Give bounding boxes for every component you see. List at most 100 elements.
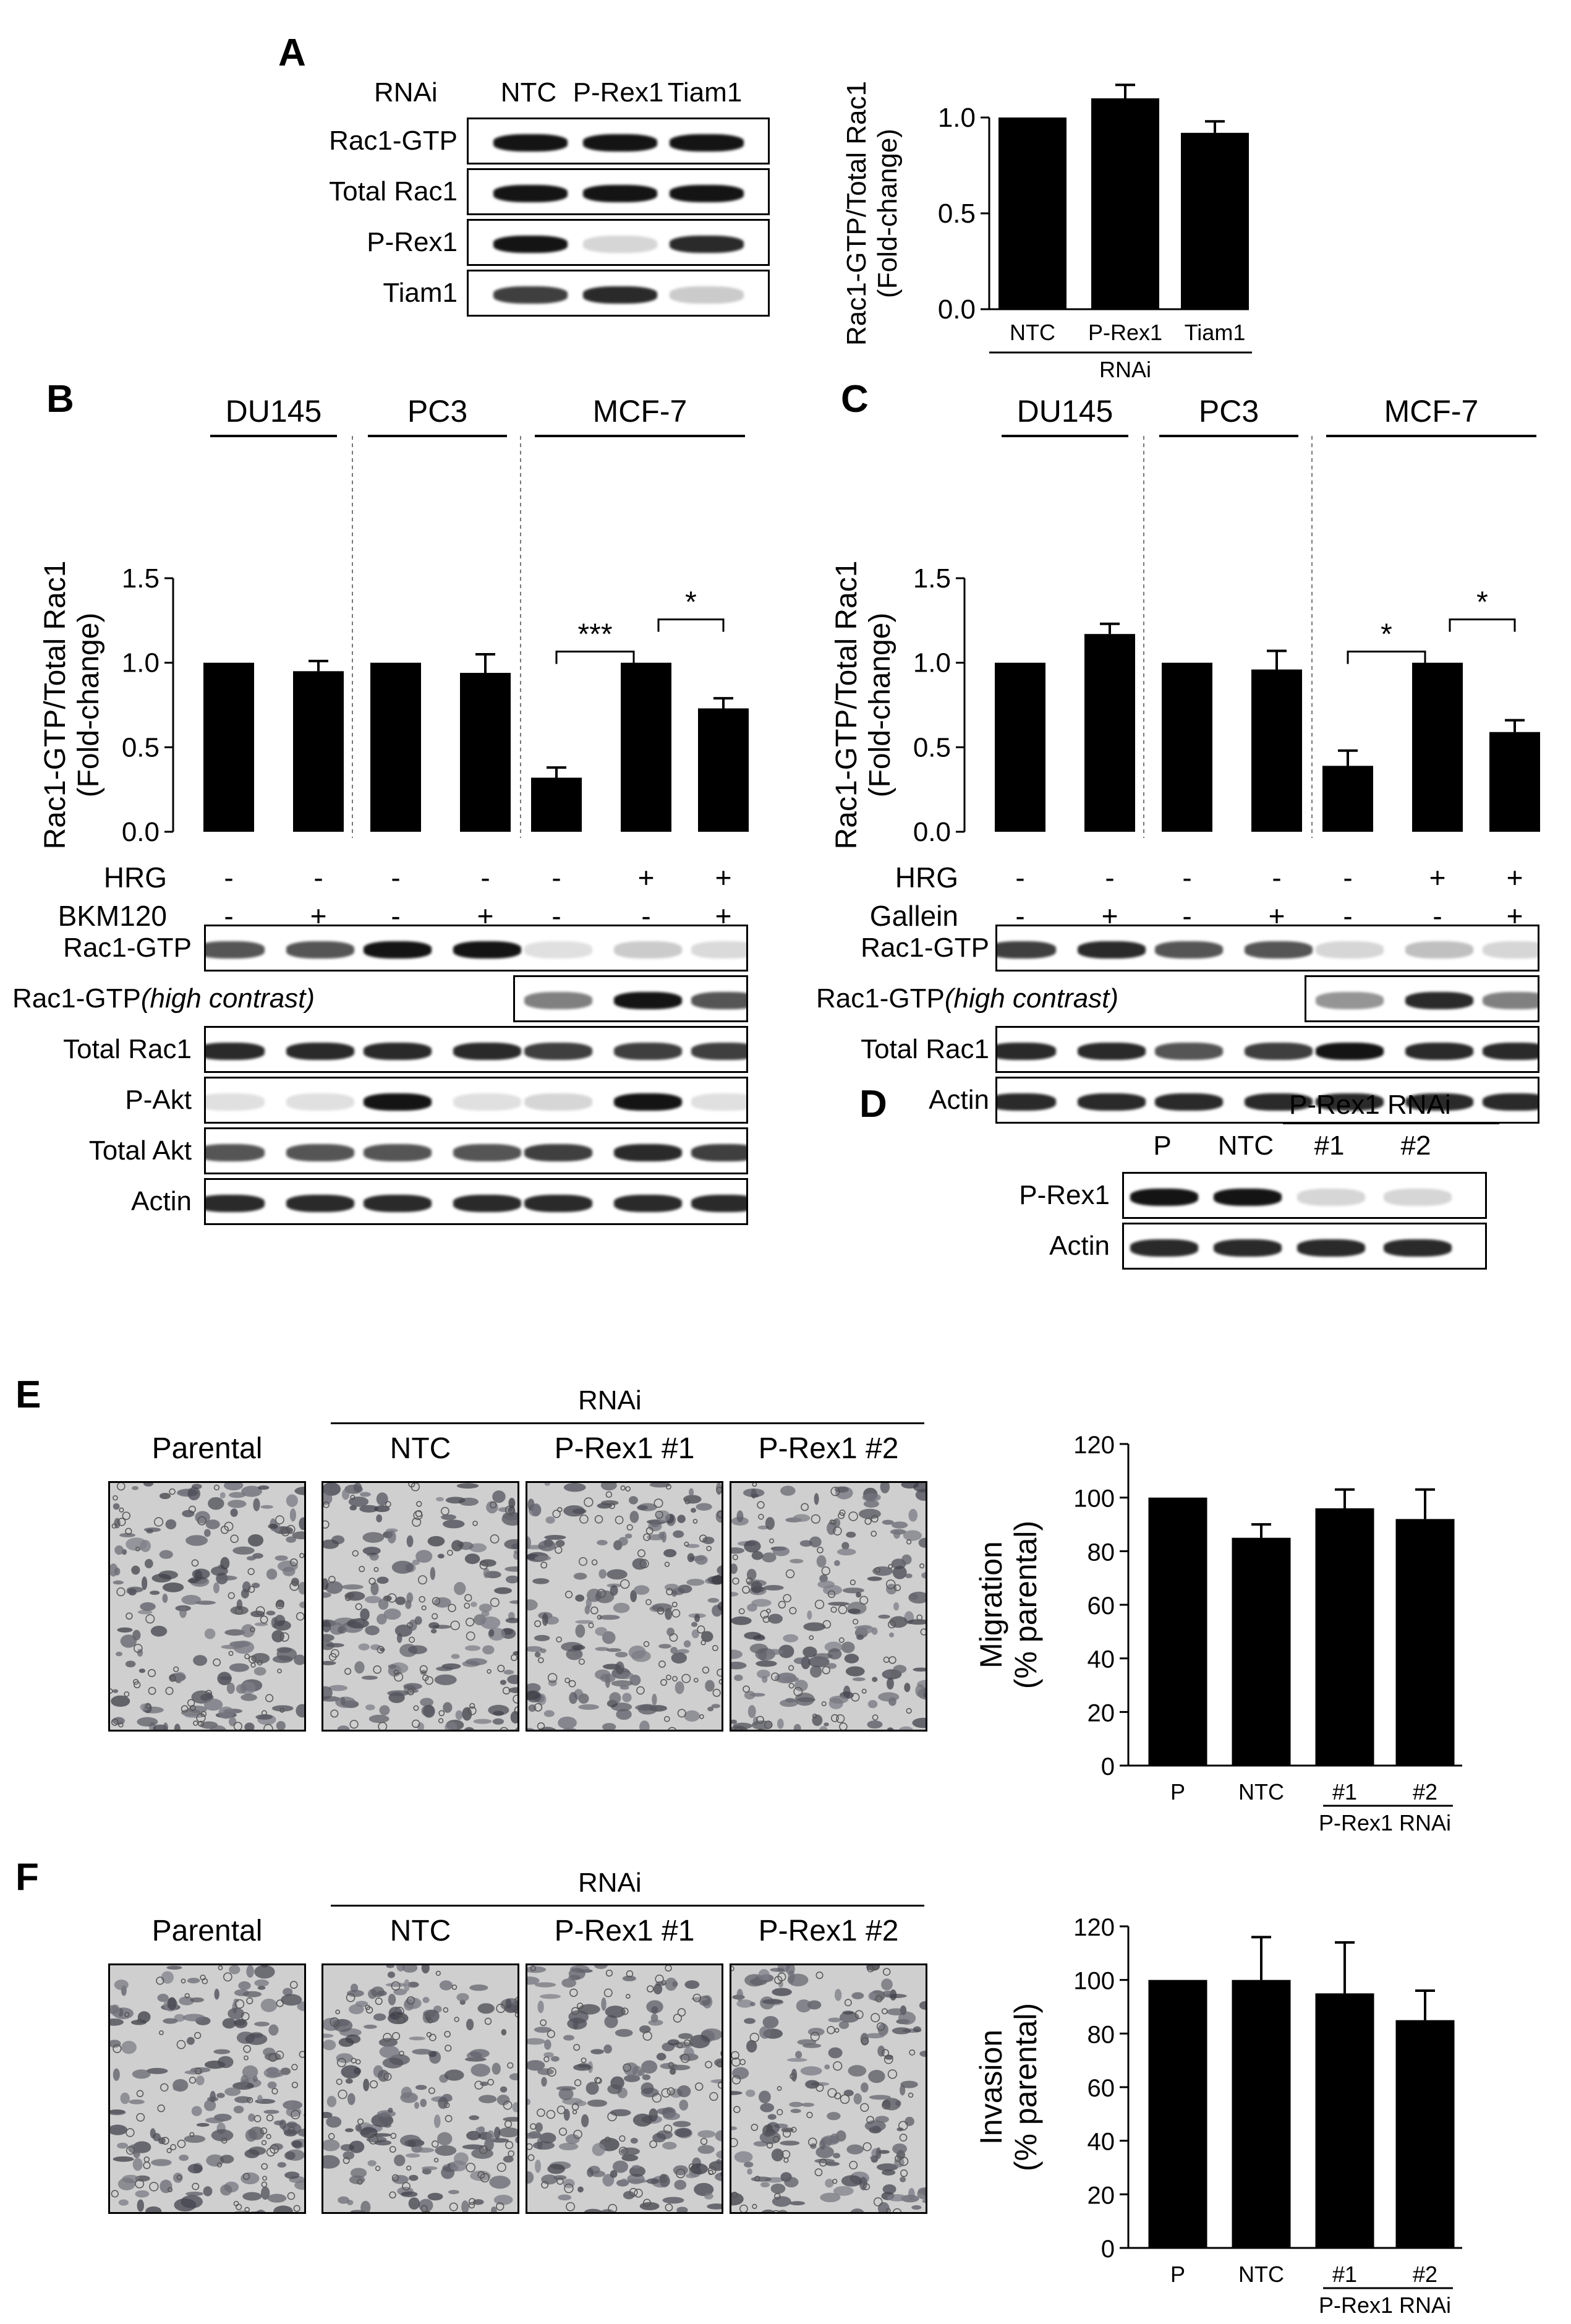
cell-blob: [160, 2179, 172, 2194]
pore: [454, 2017, 459, 2022]
cell-blob: [241, 1624, 255, 1638]
cell-blob: [627, 2179, 647, 2184]
pore: [731, 2057, 741, 2067]
cell-blob: [503, 2117, 517, 2122]
cell-blob: [470, 2064, 491, 2077]
pore: [618, 2147, 628, 2156]
cell-blob: [345, 2078, 353, 2084]
blot-band: [691, 1093, 746, 1111]
cell-blob: [612, 2160, 629, 2173]
cell-blob: [159, 1550, 173, 1559]
pore: [289, 1581, 299, 1591]
blot-band: [364, 1144, 432, 1161]
micrograph-texture: [323, 1965, 517, 2212]
pore: [189, 2077, 197, 2084]
micro-f-group-line: [331, 1905, 924, 1907]
cell-blob: [751, 1581, 762, 1594]
cell-blob: [289, 1508, 296, 1522]
pore: [357, 2179, 363, 2185]
cell-blob: [534, 1651, 541, 1658]
pore: [345, 1595, 351, 1601]
cell-blob: [217, 2056, 234, 2069]
pore: [377, 1646, 385, 1654]
cell-blob: [747, 2168, 752, 2175]
cell-blob: [765, 1649, 784, 1655]
cell-blob: [744, 2018, 756, 2024]
cell-blob: [563, 1483, 586, 1492]
cell-blob: [887, 1677, 894, 1690]
pore: [328, 1576, 336, 1583]
cell-blob: [179, 1606, 187, 1618]
cell-blob: [856, 2212, 866, 2214]
pore: [126, 1612, 133, 1620]
pore: [445, 2044, 452, 2052]
pore: [113, 2044, 122, 2053]
cell-blob: [915, 1684, 926, 1698]
cell-blob: [807, 1656, 830, 1668]
cell-blob: [182, 1510, 195, 1518]
cell-blob: [819, 1725, 828, 1730]
pore: [564, 2183, 574, 2194]
cell-blob: [383, 1608, 401, 1620]
cell-blob: [592, 2143, 605, 2156]
y-tick-label: 120: [1073, 1432, 1115, 1459]
cell-blob: [441, 2166, 455, 2179]
cell-blob: [361, 1675, 378, 1680]
cell-blob: [541, 2077, 547, 2087]
bar: [1232, 1537, 1291, 1766]
cell-blob: [677, 2085, 691, 2098]
cell-blob: [509, 1600, 517, 1604]
cell-blob: [229, 1492, 246, 1498]
pore: [555, 1546, 563, 1554]
cell-blob: [469, 1543, 487, 1553]
pore: [111, 1718, 119, 1726]
y-tick-label: 0.0: [122, 817, 160, 847]
pore: [432, 1597, 441, 1605]
pore: [683, 2039, 691, 2046]
pore: [266, 2114, 274, 2122]
treatment-sign: -: [313, 861, 323, 894]
blot-lane-label: #1: [1314, 1130, 1345, 1161]
blot-band: [614, 1195, 682, 1212]
cell-blob: [456, 1993, 469, 2002]
treatment-sign: -: [1343, 900, 1352, 932]
pore: [126, 2128, 135, 2137]
pore: [636, 1686, 645, 1695]
cell-blob: [527, 1683, 541, 1693]
cell-blob: [841, 2175, 862, 2187]
pore: [197, 1516, 206, 1526]
cell-blob: [534, 1982, 556, 1988]
pore: [702, 1666, 710, 1674]
blot-strip: [995, 925, 1539, 972]
pore: [497, 1664, 505, 1672]
blot-band: [1483, 941, 1538, 959]
cell-blob: [800, 2066, 822, 2076]
cell-blob: [229, 1663, 249, 1672]
pore: [383, 2072, 392, 2081]
pore: [658, 1660, 666, 1668]
cell-blob: [337, 1725, 350, 1730]
pore: [496, 2004, 506, 2014]
pore: [849, 1579, 856, 1586]
pore: [788, 1683, 794, 1689]
cell-blob: [760, 2182, 770, 2188]
pore: [515, 1727, 517, 1730]
cell-blob: [359, 1492, 371, 1497]
y-axis-label-unit: (Fold-change): [72, 613, 105, 798]
cell-blob: [911, 2205, 922, 2210]
cell-blob: [684, 1980, 700, 1989]
pore: [655, 1510, 663, 1519]
cell-blob: [594, 1669, 611, 1680]
blot-band: [1405, 1043, 1473, 1060]
cell-blob: [246, 1556, 256, 1561]
blot-strip: [204, 1026, 748, 1073]
pore: [458, 1541, 464, 1548]
cell-blob: [421, 1705, 435, 1717]
blot-d-group-line: [1283, 1122, 1499, 1124]
cell-blob: [323, 1539, 339, 1549]
cell-blob: [652, 2133, 666, 2143]
pore: [699, 1534, 707, 1543]
cell-blob: [187, 1487, 200, 1501]
cell-blob: [751, 1551, 764, 1560]
pore: [680, 2053, 690, 2063]
